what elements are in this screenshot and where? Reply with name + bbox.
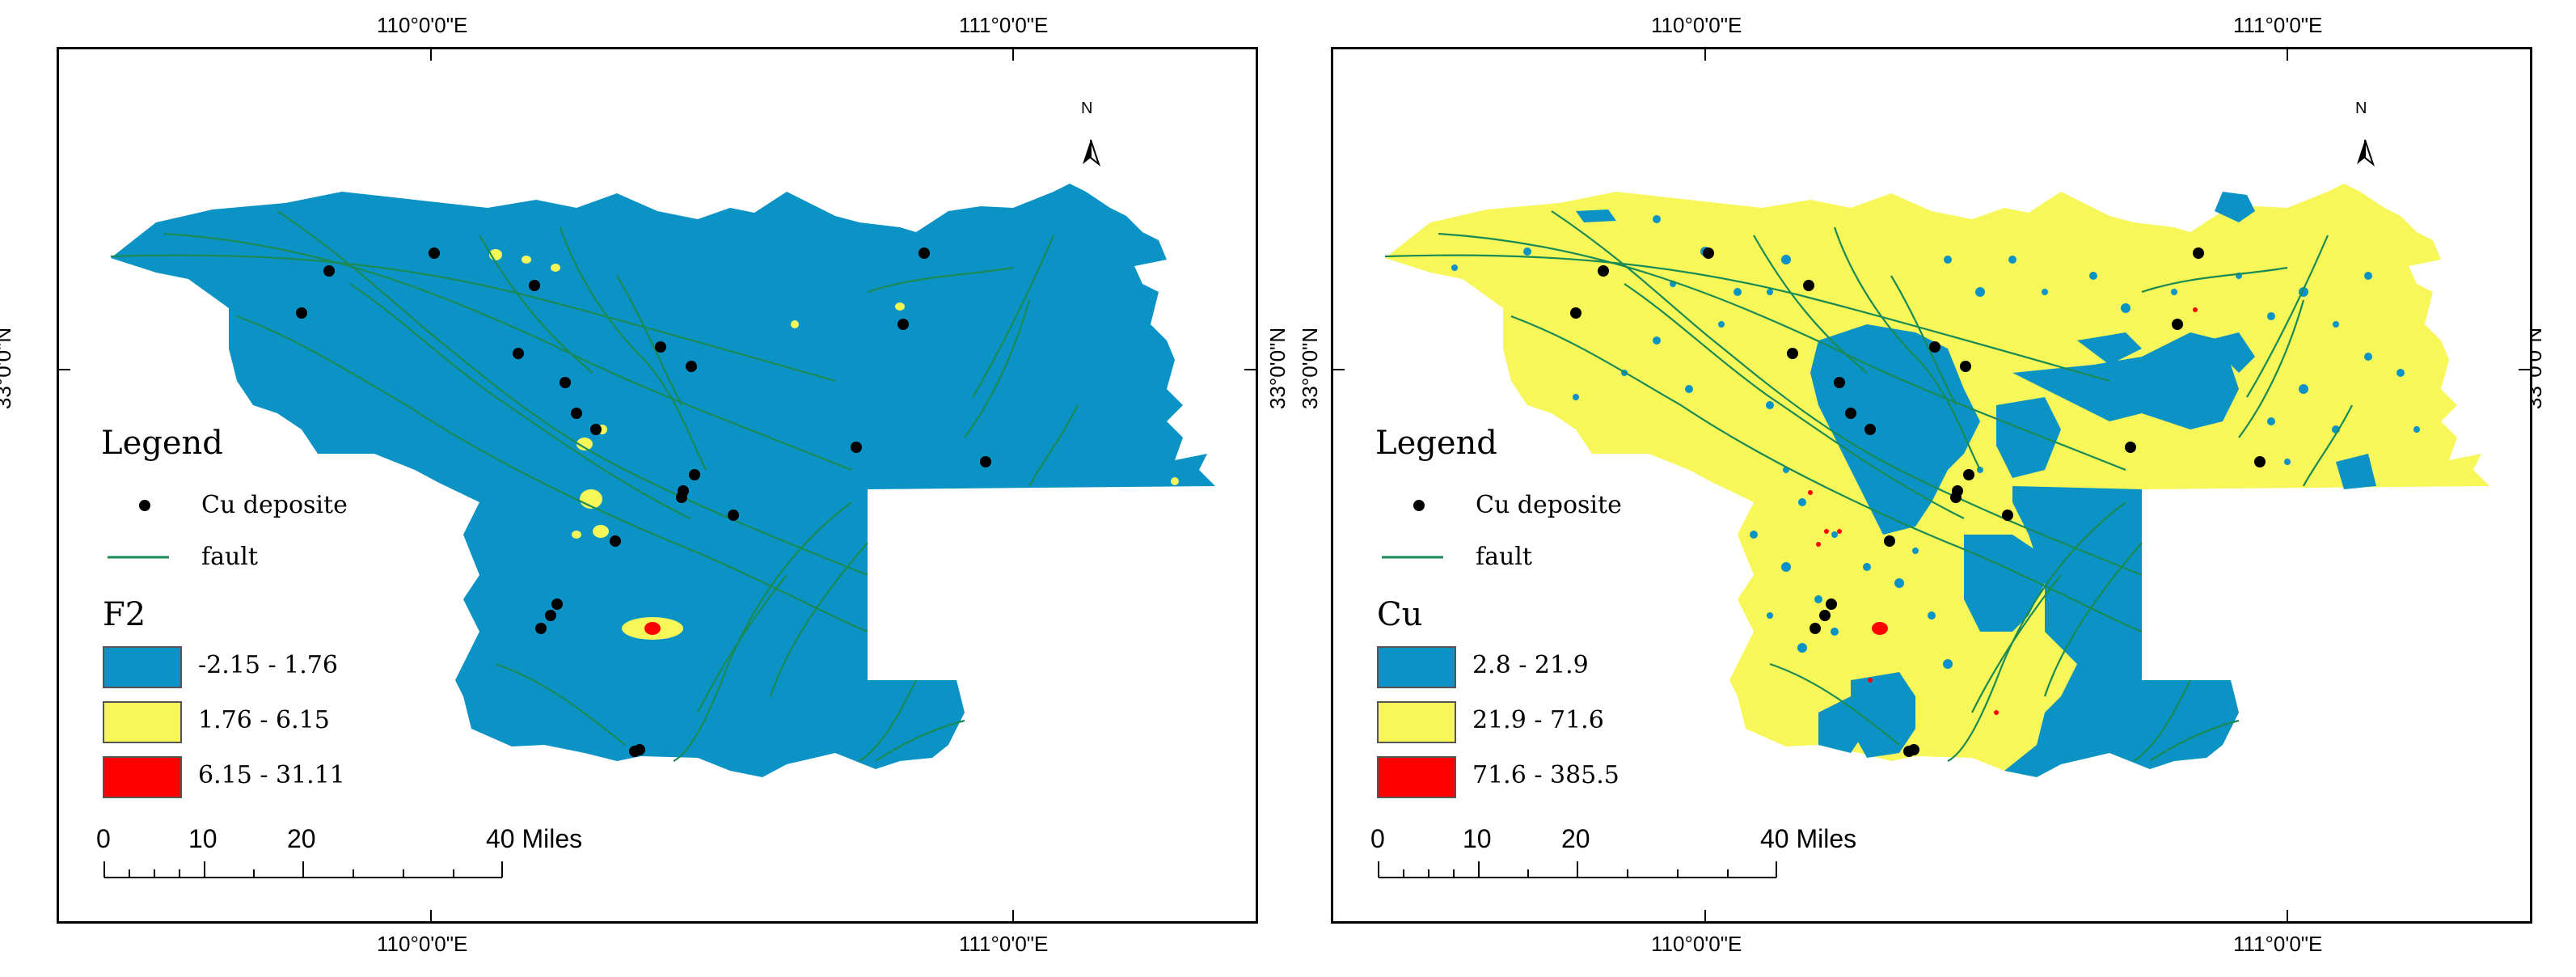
legend-variable-title: F2 xyxy=(103,596,146,633)
legend-class-mid: 21.9 - 71.6 xyxy=(1472,706,1604,734)
graticule-ticks xyxy=(1333,49,2530,921)
cu-deposits xyxy=(296,247,991,757)
lon-label-bottom-right-a: 110°0'0"E xyxy=(1651,932,1742,956)
scale-tick-0: 0 xyxy=(96,824,111,853)
region-low-class xyxy=(111,184,1215,777)
map-cu xyxy=(1333,49,2530,921)
legend-title: Legend xyxy=(101,425,223,462)
lon-label-bottom-left-a: 110°0'0"E xyxy=(377,932,468,956)
fault-lines xyxy=(110,210,1079,762)
legend-variable-title: Cu xyxy=(1377,596,1423,633)
cu-deposits xyxy=(1570,247,2266,757)
lon-label-top-right-b: 111°0'0"E xyxy=(2233,13,2323,37)
scale-tick-10: 10 xyxy=(1463,824,1492,853)
region-high-class xyxy=(1808,307,2198,715)
legend-swatch-mid xyxy=(103,701,182,743)
lat-label-left-outer: 33°0'0"N xyxy=(0,327,16,410)
legend-deposit-label: Cu deposite xyxy=(1476,491,1622,519)
map-panel-f2: N Legend Cu deposite fault F2 -2.15 - 1.… xyxy=(57,47,1258,924)
scale-bar xyxy=(103,861,503,878)
lon-label-top-right-a: 110°0'0"E xyxy=(1651,13,1742,37)
scale-tick-10: 10 xyxy=(188,824,217,853)
legend-swatch-low xyxy=(103,646,182,688)
legend-swatch-high xyxy=(103,756,182,798)
region-low-class xyxy=(1576,192,2376,777)
legend-class-high: 71.6 - 385.5 xyxy=(1472,761,1620,789)
map-panel-cu: N Legend Cu deposite fault Cu 2.8 - 21.9… xyxy=(1331,47,2532,924)
north-label: N xyxy=(1081,99,1093,117)
legend-class-low: 2.8 - 21.9 xyxy=(1472,651,1589,679)
scale-tick-40: 40 Miles xyxy=(1760,824,1857,853)
legend-fault-label: fault xyxy=(1476,543,1532,571)
north-label: N xyxy=(2355,99,2367,117)
region-high-class xyxy=(644,622,661,635)
scale-tick-40: 40 Miles xyxy=(486,824,583,853)
lon-label-bottom-left-b: 111°0'0"E xyxy=(959,932,1049,956)
legend-deposit-label: Cu deposite xyxy=(201,491,348,519)
scale-tick-20: 20 xyxy=(1561,824,1590,853)
fault-lines xyxy=(1384,210,2353,762)
legend-class-low: -2.15 - 1.76 xyxy=(198,651,338,679)
scattered-low-cells xyxy=(1451,215,2420,716)
legend-fault-label: fault xyxy=(201,543,258,571)
lat-label-left-inner: 33°0'0"N xyxy=(1265,327,1290,410)
graticule-ticks xyxy=(59,49,1256,921)
legend-swatch-low xyxy=(1377,646,1456,688)
legend-title: Legend xyxy=(1375,425,1497,462)
legend-swatch-high xyxy=(1377,756,1456,798)
lon-label-bottom-right-b: 111°0'0"E xyxy=(2233,932,2323,956)
legend-class-high: 6.15 - 31.11 xyxy=(198,761,345,789)
scale-tick-20: 20 xyxy=(287,824,316,853)
scale-bar xyxy=(1378,861,1777,878)
legend-swatch-mid xyxy=(1377,701,1456,743)
legend-deposit-symbol xyxy=(139,500,150,511)
lon-label-top-left-b: 111°0'0"E xyxy=(959,13,1049,37)
lon-label-top-left-a: 110°0'0"E xyxy=(377,13,468,37)
scale-tick-0: 0 xyxy=(1370,824,1385,853)
north-arrow-icon xyxy=(2357,139,2375,167)
lat-label-right-inner: 33°0'0"N xyxy=(1298,327,1323,410)
legend-deposit-symbol xyxy=(1413,500,1425,511)
legend-class-mid: 1.76 - 6.15 xyxy=(198,706,330,734)
north-arrow-icon xyxy=(1083,139,1101,167)
map-f2 xyxy=(59,49,1256,921)
